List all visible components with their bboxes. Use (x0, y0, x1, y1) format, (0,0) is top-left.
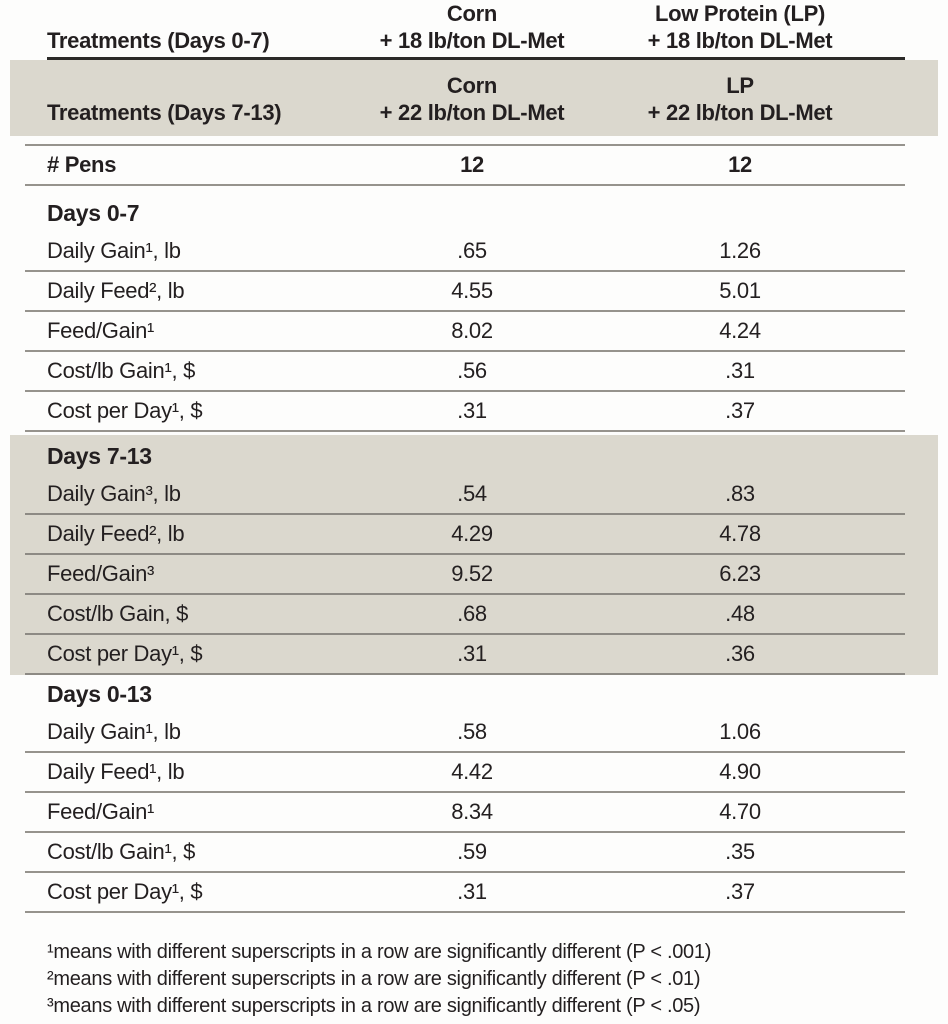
corn-value: .68 (457, 601, 487, 626)
row-label: Daily Gain³, lb (47, 481, 181, 506)
corn-value: .31 (457, 398, 487, 423)
lp-value: .36 (725, 641, 755, 666)
corn-value: .54 (457, 481, 487, 506)
lp-value: .48 (725, 601, 755, 626)
corn-18-line1: Corn (446, 1, 498, 26)
row-label: Daily Gain¹, lb (47, 719, 181, 744)
section-days-7-13: Days 7-13 Daily Gain³, lb .54 .83 Daily … (10, 435, 938, 675)
row-label: Cost per Day¹, $ (47, 879, 203, 904)
treatments-days-7-13-label: Treatments (Days 7-13) (47, 100, 282, 125)
header-row-days-0-7: Treatments (Days 0-7) Corn + 18 lb/ton D… (47, 0, 905, 60)
pens-label: # Pens (47, 152, 117, 177)
row-label: Daily Feed², lb (47, 521, 185, 546)
corn-value: 4.42 (451, 759, 493, 784)
table-row: Daily Feed¹, lb 4.42 4.90 (25, 753, 905, 793)
lp-22-line2: + 22 lb/ton DL-Met (647, 100, 833, 125)
corn-22-line2: + 22 lb/ton DL-Met (379, 100, 565, 125)
corn-value: .65 (457, 238, 487, 263)
lp-value: .31 (725, 358, 755, 383)
row-label: Daily Gain¹, lb (47, 238, 181, 263)
table-row: Daily Gain³, lb .54 .83 (25, 475, 905, 515)
corn-value: .56 (457, 358, 487, 383)
lp-22-column-header: LP + 22 lb/ton DL-Met (607, 72, 873, 126)
corn-18-column-header: Corn + 18 lb/ton DL-Met (337, 0, 607, 54)
section-title-days-0-13: Days 0-13 (47, 680, 152, 707)
row-label: Feed/Gain³ (47, 561, 155, 586)
lp-value: .37 (725, 879, 755, 904)
header-row-days-7-13: Treatments (Days 7-13) Corn + 22 lb/ton … (10, 60, 938, 136)
lp-value: 5.01 (719, 278, 761, 303)
table-row: Cost per Day¹, $ .31 .36 (25, 635, 905, 675)
corn-value: 4.29 (451, 521, 493, 546)
lp-value: 1.06 (719, 719, 761, 744)
footnote-1: ¹means with different superscripts in a … (47, 941, 712, 963)
corn-22-line1: Corn (446, 73, 498, 98)
lp-18-column-header: Low Protein (LP) + 18 lb/ton DL-Met (607, 0, 873, 54)
row-label: Cost/lb Gain¹, $ (47, 839, 196, 864)
section-title-days-7-13: Days 7-13 (47, 442, 152, 469)
row-label: Daily Feed², lb (47, 278, 185, 303)
table-row: Cost/lb Gain¹, $ .59 .35 (25, 833, 905, 873)
corn-value: 8.34 (451, 799, 493, 824)
corn-value: 4.55 (451, 278, 493, 303)
table-row: Cost/lb Gain, $ .68 .48 (25, 595, 905, 635)
corn-22-column-header: Corn + 22 lb/ton DL-Met (337, 72, 607, 126)
corn-value: .59 (457, 839, 487, 864)
row-label: Cost/lb Gain, $ (47, 601, 189, 626)
lp-value: 1.26 (719, 238, 761, 263)
pens-row: # Pens 12 12 (25, 144, 905, 186)
lp-value: 4.24 (719, 318, 761, 343)
table-row: Daily Gain¹, lb .65 1.26 (25, 232, 905, 272)
lp-value: 4.70 (719, 799, 761, 824)
footnote-2: ²means with different superscripts in a … (47, 968, 701, 990)
table-row: Daily Feed², lb 4.55 5.01 (25, 272, 905, 312)
section-days-0-13: Days 0-13 Daily Gain¹, lb .58 1.06 Daily… (0, 675, 948, 913)
lp-value: 6.23 (719, 561, 761, 586)
table-row: Cost/lb Gain¹, $ .56 .31 (25, 352, 905, 392)
corn-value: 9.52 (451, 561, 493, 586)
lp-value: 4.78 (719, 521, 761, 546)
footnotes: ¹means with different superscripts in a … (47, 939, 948, 1020)
pens-lp-value: 12 (728, 152, 752, 177)
lp-18-line1: Low Protein (LP) (655, 1, 825, 26)
corn-value: .31 (457, 879, 487, 904)
lp-value: .35 (725, 839, 755, 864)
corn-value: 8.02 (451, 318, 493, 343)
table-row: Cost per Day¹, $ .31 .37 (25, 873, 905, 913)
row-label: Daily Feed¹, lb (47, 759, 185, 784)
section-days-0-7: Days 0-7 Daily Gain¹, lb .65 1.26 Daily … (0, 194, 948, 432)
row-label: Cost per Day¹, $ (47, 641, 203, 666)
lp-18-line2: + 18 lb/ton DL-Met (647, 28, 833, 53)
lp-value: 4.90 (719, 759, 761, 784)
corn-value: .58 (457, 719, 487, 744)
row-label: Cost per Day¹, $ (47, 398, 203, 423)
pens-corn-value: 12 (460, 152, 484, 177)
section-title-days-0-7: Days 0-7 (47, 199, 140, 226)
treatments-days-0-7-label: Treatments (Days 0-7) (47, 28, 270, 53)
corn-value: .31 (457, 641, 487, 666)
lp-value: .37 (725, 398, 755, 423)
lp-value: .83 (725, 481, 755, 506)
table-row: Feed/Gain¹ 8.34 4.70 (25, 793, 905, 833)
table-row: Daily Gain¹, lb .58 1.06 (25, 713, 905, 753)
corn-18-line2: + 18 lb/ton DL-Met (379, 28, 565, 53)
table-row: Daily Feed², lb 4.29 4.78 (25, 515, 905, 555)
row-label: Feed/Gain¹ (47, 799, 155, 824)
row-label: Cost/lb Gain¹, $ (47, 358, 196, 383)
lp-22-line1: LP (726, 73, 754, 98)
row-label: Feed/Gain¹ (47, 318, 155, 343)
table-row: Feed/Gain³ 9.52 6.23 (25, 555, 905, 595)
table-row: Feed/Gain¹ 8.02 4.24 (25, 312, 905, 352)
footnote-3: ³means with different superscripts in a … (47, 995, 701, 1017)
table-row: Cost per Day¹, $ .31 .37 (25, 392, 905, 432)
